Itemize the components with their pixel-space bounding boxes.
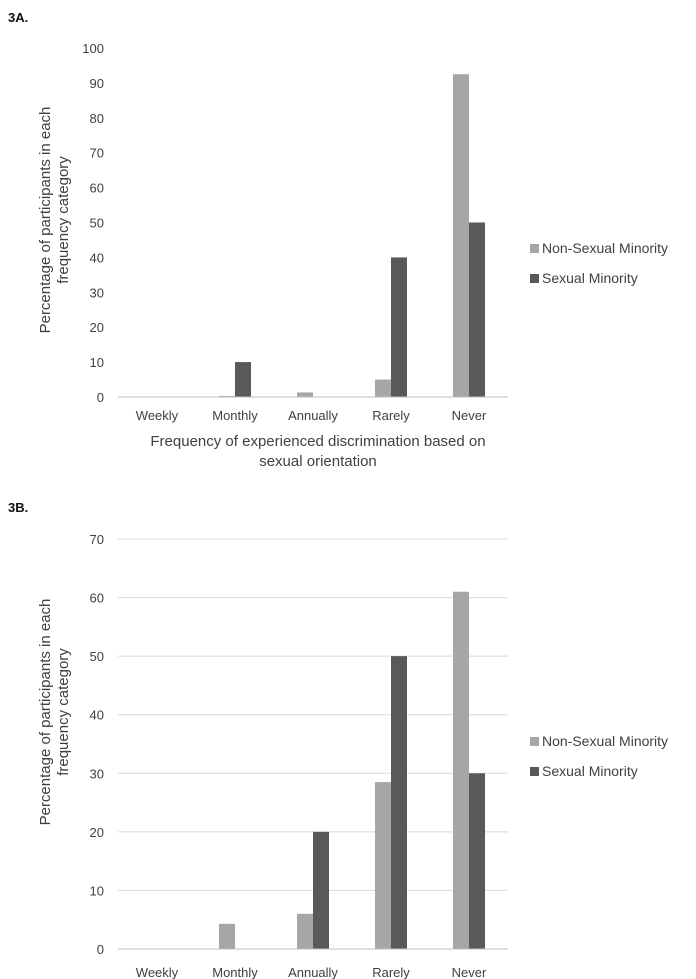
bar-non-sexual-minority-annually [297, 392, 313, 397]
bar-non-sexual-minority-rarely [375, 782, 391, 949]
y-axis-title: Percentage of participants in each [37, 107, 54, 334]
y-tick-label: 60 [90, 591, 104, 606]
x-axis-title: Frequency of experienced discrimination … [150, 433, 485, 450]
x-tick-label: Never [452, 408, 487, 423]
legend-swatch [530, 274, 539, 283]
chart-panel-3b: 3B. 0 10 20 30 40 50 60 70 Weekly Monthly Annually… [0, 490, 696, 979]
y-tick-label: 50 [90, 649, 104, 664]
x-tick-label: Weekly [136, 965, 179, 979]
y-tick-label: 30 [90, 766, 104, 781]
y-axis-title: Percentage of participants in each [37, 599, 54, 826]
bar-sexual-minority-rarely [391, 257, 407, 397]
bar-non-sexual-minority-never [453, 74, 469, 398]
x-tick-label: Annually [288, 965, 338, 979]
y-tick-label: 20 [90, 825, 104, 840]
x-tick-label: Weekly [136, 408, 179, 423]
bar-sexual-minority-never [469, 773, 485, 949]
y-tick-label: 100 [82, 41, 104, 56]
legend-swatch [530, 244, 539, 253]
y-tick-label: 50 [90, 216, 104, 231]
bar-non-sexual-minority-rarely [375, 379, 391, 397]
bar-sexual-minority-annually [313, 831, 329, 949]
y-tick-label: 10 [90, 883, 104, 898]
x-tick-label: Monthly [212, 965, 258, 979]
panel-label: 3B. [8, 500, 29, 515]
y-tick-label: 90 [90, 76, 104, 91]
y-tick-label: 60 [90, 181, 104, 196]
bar-chart-3b: 0 10 20 30 40 50 60 70 Weekly Monthly Annually Rare… [37, 532, 668, 979]
bar-non-sexual-minority-monthly [219, 923, 235, 949]
panel-label: 3A. [8, 10, 29, 25]
y-tick-label: 70 [90, 146, 104, 161]
legend-label: Non-Sexual Minority [542, 240, 668, 256]
x-tick-label: Rarely [372, 965, 410, 979]
y-tick-label: 0 [97, 390, 104, 405]
y-axis-title: frequency category [55, 156, 72, 284]
legend-swatch [530, 767, 539, 776]
y-tick-label: 70 [90, 532, 104, 547]
x-axis-title: sexual orientation [259, 453, 377, 470]
bar-chart-3a: 0 10 20 30 40 50 60 70 80 90 100 Weekly Monthly Annua… [37, 41, 668, 470]
y-tick-label: 80 [90, 111, 104, 126]
x-tick-label: Annually [288, 408, 338, 423]
bar-non-sexual-minority-monthly [219, 395, 235, 397]
y-tick-label: 40 [90, 250, 104, 265]
legend-label: Sexual Minority [542, 763, 638, 779]
bar-non-sexual-minority-annually [297, 913, 313, 949]
y-tick-label: 10 [90, 355, 104, 370]
x-tick-label: Never [452, 965, 487, 979]
bar-non-sexual-minority-never [453, 591, 469, 949]
bar-sexual-minority-monthly [235, 362, 251, 397]
legend-label: Sexual Minority [542, 270, 638, 286]
chart-panel-3a: 3A. 0 10 20 30 40 50 60 70 80 90 100 Weekly Monthly A… [8, 10, 668, 470]
y-axis-title: frequency category [55, 648, 72, 776]
x-tick-label: Rarely [372, 408, 410, 423]
legend-label: Non-Sexual Minority [542, 733, 668, 749]
y-tick-label: 40 [90, 708, 104, 723]
legend-swatch [530, 737, 539, 746]
bar-sexual-minority-never [469, 222, 485, 397]
y-tick-label: 20 [90, 320, 104, 335]
y-tick-label: 30 [90, 285, 104, 300]
x-tick-label: Monthly [212, 408, 258, 423]
y-tick-label: 0 [97, 942, 104, 957]
bar-sexual-minority-rarely [391, 656, 407, 949]
